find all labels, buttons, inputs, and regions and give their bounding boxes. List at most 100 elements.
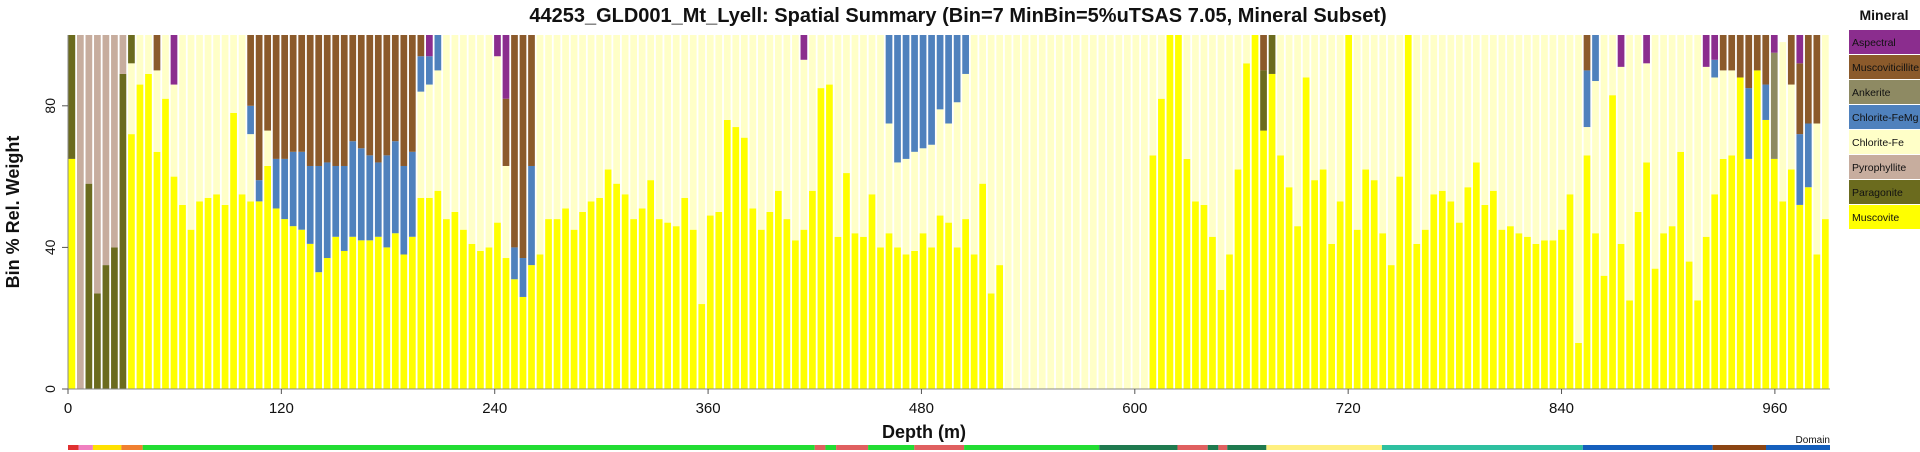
bar-segment-chlorite-fe <box>596 35 603 198</box>
bar-stack <box>638 35 646 389</box>
bar-segment-chlorite-femg <box>945 35 952 124</box>
bar-stack <box>1668 35 1676 389</box>
bar-stack <box>766 35 774 389</box>
bar-stack <box>102 35 110 389</box>
bar-segment-muscovite <box>723 119 731 390</box>
bar-segment-muscovite <box>664 222 672 389</box>
bar-segment-chlorite-fe <box>1472 35 1480 163</box>
bar-segment-chlorite-femg <box>953 35 961 103</box>
bar-segment-chlorite-fe <box>1132 35 1140 389</box>
bar-stack <box>911 35 918 389</box>
bar-stack <box>128 35 135 389</box>
bar-segment-muscovite <box>877 247 884 389</box>
bar-stack <box>1098 35 1106 389</box>
bar-segment-muscovite <box>306 243 314 389</box>
bar-stack <box>706 35 714 389</box>
bar-segment-chlorite-fe <box>553 35 561 220</box>
legend-swatch <box>1849 130 1920 154</box>
bar-stack <box>936 35 944 389</box>
bar-segment-muscovite <box>1226 254 1233 389</box>
domain-segment <box>1582 445 1713 450</box>
bar-segment-chlorite-fe <box>1302 35 1310 78</box>
bar-segment-muscovite <box>204 197 212 389</box>
bar-segment-chlorite-fe <box>1234 35 1242 170</box>
bar-segment-muscoviticillite <box>1787 35 1795 85</box>
bar-segment-chlorite-fe <box>536 35 544 255</box>
bar-segment-muscovite <box>613 183 620 389</box>
bar-stack <box>1217 35 1225 389</box>
bar-segment-chlorite-fe <box>766 35 774 212</box>
bar-segment-chlorite-fe <box>1609 35 1616 96</box>
bar-segment-chlorite-fe <box>1481 35 1489 205</box>
bar-segment-pyrophyllite <box>119 35 127 74</box>
bar-segment-muscovite <box>562 208 569 389</box>
bar-segment-chlorite-fe <box>1430 35 1438 195</box>
bar-segment-muscovite <box>1532 243 1540 389</box>
bar-segment-chlorite-fe <box>1004 35 1012 389</box>
bar-segment-chlorite-fe <box>1592 81 1599 234</box>
bar-segment-chlorite-femg <box>1583 70 1591 128</box>
bar-stack <box>1285 35 1293 389</box>
bar-stack <box>868 35 876 389</box>
bar-segment-muscovite <box>655 219 663 389</box>
bar-segment-chlorite-fe <box>264 130 271 166</box>
bar-segment-muscovite <box>221 204 229 389</box>
bar-segment-muscovite <box>400 254 408 389</box>
bar-segment-chlorite-fe <box>996 35 1004 266</box>
bar-segment-muscovite <box>1387 265 1395 389</box>
bar-stack <box>860 35 867 389</box>
bar-segment-chlorite-fe <box>1651 35 1659 269</box>
bar-stack <box>809 35 816 389</box>
bar-stack <box>494 35 501 389</box>
bar-stack <box>162 35 169 389</box>
bar-stack <box>894 35 901 389</box>
bar-segment-chlorite-femg <box>332 165 340 237</box>
domain-segment <box>1207 445 1219 450</box>
bar-segment-muscovite <box>238 194 246 389</box>
bar-stack <box>1728 35 1736 389</box>
bar-stack <box>562 35 569 389</box>
bar-segment-muscovite <box>919 233 927 389</box>
bar-stack <box>179 35 186 389</box>
bar-segment-chlorite-fe <box>621 35 629 195</box>
bar-segment-muscovite <box>468 243 476 389</box>
bar-stack <box>1455 35 1463 389</box>
domain-segment <box>1177 445 1208 450</box>
bar-segment-chlorite-fe <box>136 35 144 85</box>
bar-segment-chlorite-fe <box>162 35 169 99</box>
bar-stack <box>1804 35 1812 389</box>
bar-segment-muscovite <box>732 127 740 389</box>
bar-segment-paragonite <box>111 247 118 389</box>
bar-segment-chlorite-fe <box>1072 35 1080 389</box>
bar-stack <box>1013 35 1021 389</box>
bar-stack <box>1702 35 1710 389</box>
bar-segment-aspectral <box>1770 35 1778 53</box>
domain-segment <box>1712 445 1766 450</box>
bar-segment-muscovite <box>1821 219 1829 389</box>
bar-segment-muscoviticillite <box>1813 35 1821 124</box>
bar-segment-chlorite-fe <box>630 35 638 220</box>
bar-stack <box>1524 35 1531 389</box>
bar-stack <box>604 35 612 389</box>
bar-segment-chlorite-fe <box>204 35 212 198</box>
bar-stack <box>332 35 340 389</box>
x-tick-label: 480 <box>909 400 934 417</box>
legend-label: Chlorite-FeMg <box>1852 112 1919 124</box>
bar-segment-chlorite-fe <box>587 35 595 202</box>
bar-segment-muscovite <box>1370 180 1378 389</box>
bar-segment-chlorite-fe <box>953 102 961 248</box>
bar-stack <box>1141 35 1148 389</box>
bar-segment-muscovite <box>1762 119 1770 390</box>
bar-segment-chlorite-fe <box>834 35 842 237</box>
bar-stack <box>1660 35 1667 389</box>
bar-stack <box>587 35 595 389</box>
bar-segment-muscovite <box>681 197 689 389</box>
bar-stack <box>1294 35 1301 389</box>
bar-stack <box>1685 35 1693 389</box>
bar-segment-muscovite <box>885 233 893 389</box>
bar-segment-chlorite-fe <box>817 35 825 89</box>
bar-stack <box>1149 35 1157 389</box>
bar-stack <box>1132 35 1140 389</box>
bar-segment-chlorite-fe <box>843 35 850 174</box>
bar-segment-muscovite <box>749 208 757 389</box>
